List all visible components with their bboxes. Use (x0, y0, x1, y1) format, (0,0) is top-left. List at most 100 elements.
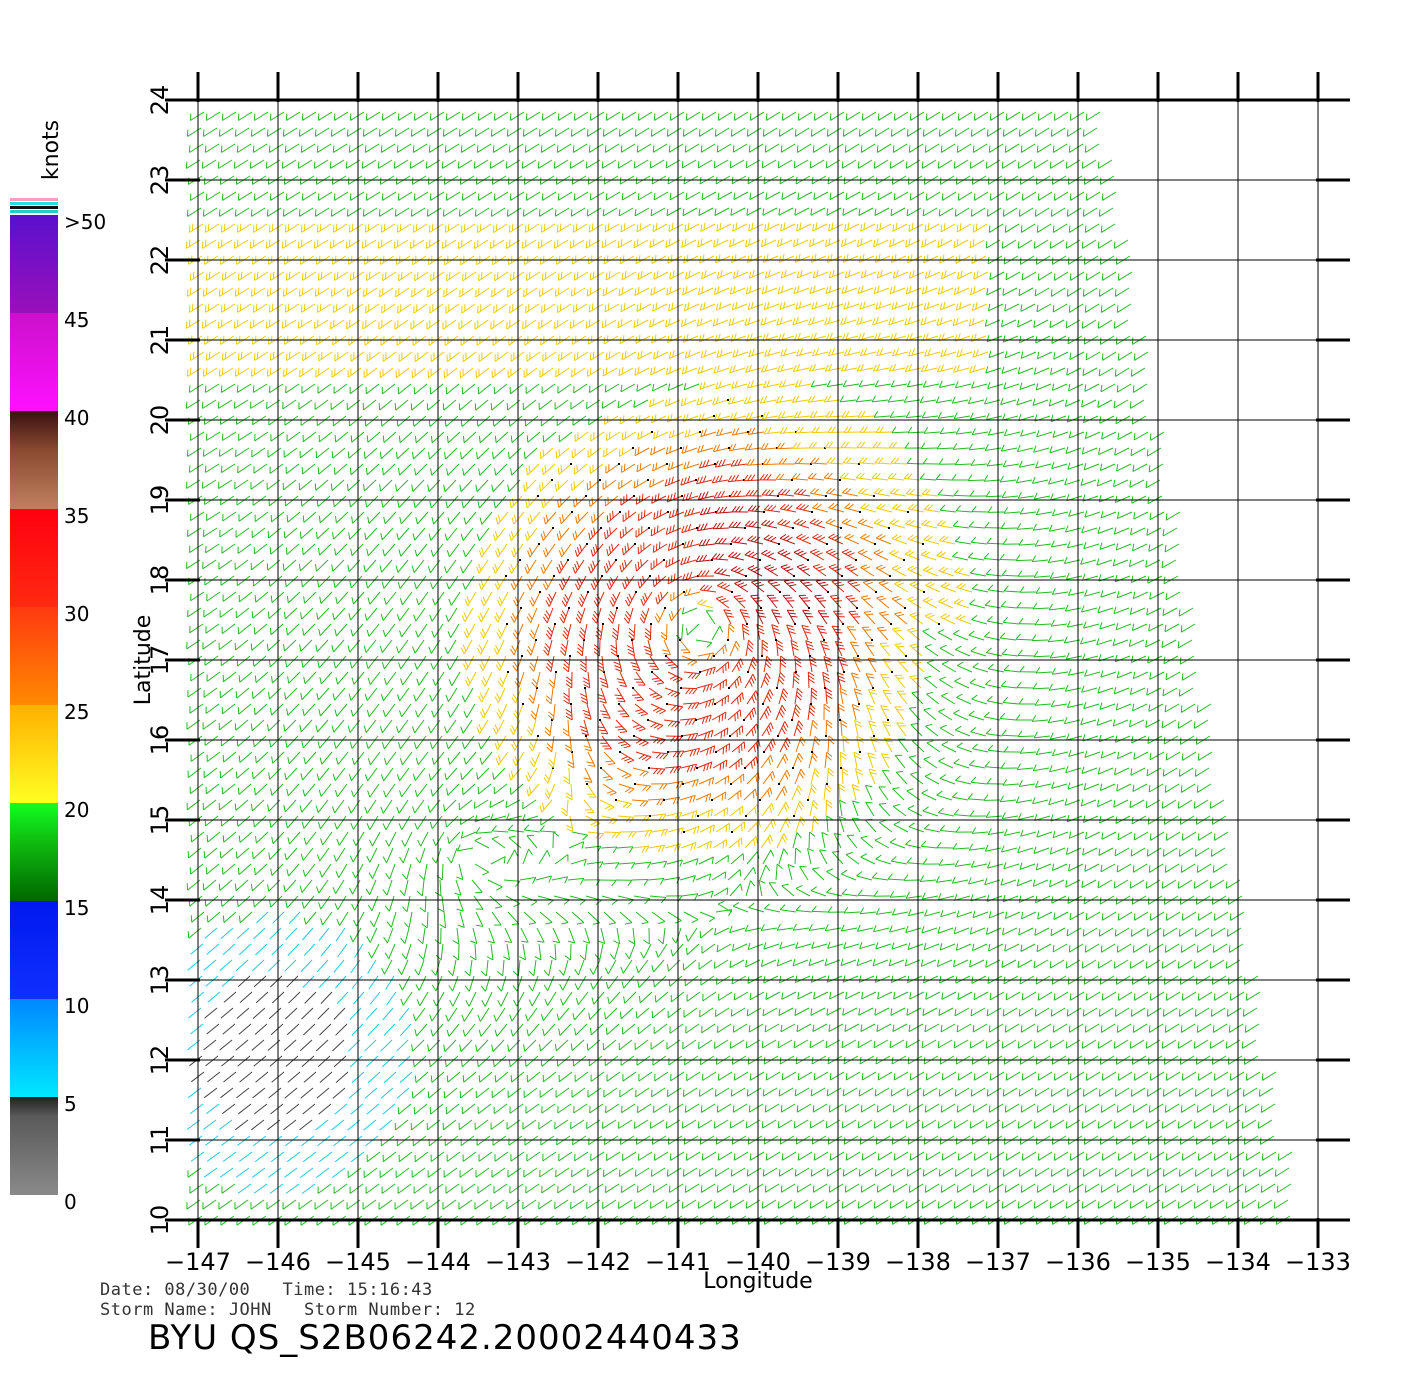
wind-barb (942, 992, 956, 999)
wind-barb (286, 736, 298, 748)
wind-barb (527, 1072, 540, 1082)
wind-barb (495, 575, 507, 590)
wind-barb (508, 368, 521, 378)
wind-barb (778, 770, 790, 785)
wind-barb (1067, 1008, 1081, 1016)
wind-barb (412, 368, 425, 378)
wind-barb (1133, 592, 1148, 599)
wind-barb (698, 1200, 712, 1208)
wind-barb (529, 656, 538, 671)
wind-barb (697, 809, 713, 817)
wind-barb (445, 640, 456, 654)
wind-barb (793, 443, 809, 449)
wind-barb (546, 592, 556, 607)
wind-barb (526, 304, 539, 313)
wind-barb (269, 304, 283, 313)
lat-tick-label: 24 (146, 85, 174, 116)
wind-barb (751, 595, 763, 609)
wind-barb (190, 192, 204, 201)
wind-barb (396, 288, 409, 297)
wind-barb (527, 639, 537, 655)
wind-barb (540, 448, 553, 459)
wind-barb (463, 1152, 476, 1162)
wind-barb (383, 432, 396, 443)
wind-barb (1179, 848, 1193, 856)
wind-barb (623, 1152, 637, 1161)
wind-barb (1005, 944, 1019, 951)
wind-barb (334, 112, 348, 120)
wind-barb (826, 888, 842, 896)
wind-barb (647, 719, 663, 729)
wind-barb (895, 612, 907, 624)
lat-tick-label: 14 (146, 885, 174, 916)
wind-barb (1067, 128, 1081, 137)
wind-barb (205, 896, 218, 906)
wind-barb (321, 912, 333, 925)
wind-barb (843, 1168, 857, 1176)
wind-barb (1002, 160, 1016, 168)
wind-barb (224, 1072, 237, 1082)
wind-barb (511, 464, 523, 475)
wind-barb (332, 560, 344, 571)
wind-barb (651, 1168, 665, 1177)
lat-tick-label: 20 (146, 405, 174, 436)
wind-barb (907, 208, 921, 216)
wind-barb (924, 708, 936, 720)
wind-barb (623, 510, 636, 521)
wind-barb (491, 128, 505, 136)
wind-barb (381, 1088, 393, 1098)
wind-barb (1133, 1104, 1147, 1112)
wind-barb (335, 544, 347, 555)
wind-barb (603, 367, 617, 376)
wind-barb (1131, 848, 1145, 856)
wind-barb (1162, 800, 1176, 808)
wind-barb (894, 992, 908, 999)
wind-barb (1245, 1104, 1259, 1112)
wind-barb (1069, 510, 1084, 517)
wind-barb (696, 640, 712, 648)
wind-barb (415, 816, 426, 830)
wind-barb (1067, 208, 1081, 216)
wind-barb (1019, 539, 1035, 545)
wind-barb (782, 992, 796, 999)
wind-barb (619, 863, 635, 869)
wind-barb (779, 689, 788, 704)
wind-barb (591, 544, 603, 556)
wind-barb (315, 480, 328, 490)
wind-barb (733, 223, 747, 232)
wind-barb (637, 144, 651, 152)
wind-barb (206, 784, 219, 794)
wind-barb (395, 320, 408, 329)
wind-barb (539, 128, 553, 136)
wind-barb (797, 1104, 811, 1112)
wind-barb (897, 691, 907, 704)
wind-barb (203, 1200, 216, 1209)
wind-barb (1162, 1120, 1176, 1128)
wind-barb (559, 1072, 572, 1082)
wind-barb (333, 528, 346, 539)
wind-barb (450, 992, 460, 1006)
wind-barb (1067, 734, 1083, 741)
wind-barb (463, 464, 475, 475)
wind-barb (845, 503, 861, 513)
wind-barb (1005, 351, 1020, 358)
wind-barb (938, 893, 954, 900)
wind-barb (1022, 1152, 1036, 1160)
wind-barb (236, 608, 249, 618)
wind-barb (416, 976, 426, 991)
wind-barb (846, 1152, 860, 1160)
wind-barb (636, 830, 652, 836)
wind-barb (763, 1088, 777, 1096)
wind-barb (462, 224, 476, 233)
wind-barb (461, 720, 472, 733)
wind-barb (453, 944, 459, 960)
wind-barb (251, 640, 264, 650)
wind-barb (622, 1024, 635, 1034)
wind-barb (270, 352, 284, 361)
wind-barb (655, 1072, 668, 1081)
wind-barb (251, 880, 264, 891)
wind-barb (683, 859, 698, 866)
wind-barb (696, 874, 711, 881)
wind-barb (543, 1024, 555, 1036)
wind-barb (715, 128, 729, 136)
